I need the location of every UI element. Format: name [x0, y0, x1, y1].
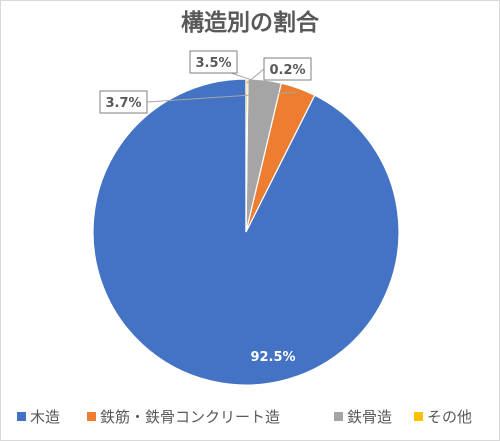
chart-title: 構造別の割合: [181, 9, 320, 36]
data-label-other: 0.2%: [269, 63, 305, 78]
data-label-box-steel: [189, 50, 238, 74]
legend-label-rc-src: 鉄筋・鉄骨コンクリート造: [100, 408, 280, 426]
data-label-steel: 3.5%: [195, 56, 231, 71]
legend-swatch-wood: [17, 412, 26, 421]
data-label-box-other: [263, 57, 312, 81]
leader-line-other: [246, 68, 265, 84]
legend-label-wood: 木造: [30, 408, 60, 426]
pie-slices: [92, 78, 400, 386]
legend: 木造 鉄筋・鉄骨コンクリート造 鉄骨造 その他: [17, 408, 472, 426]
legend-swatch-steel: [334, 412, 343, 421]
label-leader-lines: [146, 68, 297, 103]
data-label-rc-src: 3.7%: [105, 96, 141, 111]
data-labels: 92.5% 3.7% 3.5% 0.2%: [99, 50, 312, 365]
legend-label-other: その他: [427, 408, 472, 426]
legend-swatch-other: [414, 412, 423, 421]
legend-swatch-rc-src: [87, 412, 96, 421]
legend-label-steel: 鉄骨造: [347, 408, 392, 426]
leader-line-steel: [230, 72, 265, 85]
leader-line-rc-src: [146, 91, 297, 103]
data-label-wood: 92.5%: [250, 350, 295, 365]
data-label-box-rc-src: [99, 90, 148, 114]
